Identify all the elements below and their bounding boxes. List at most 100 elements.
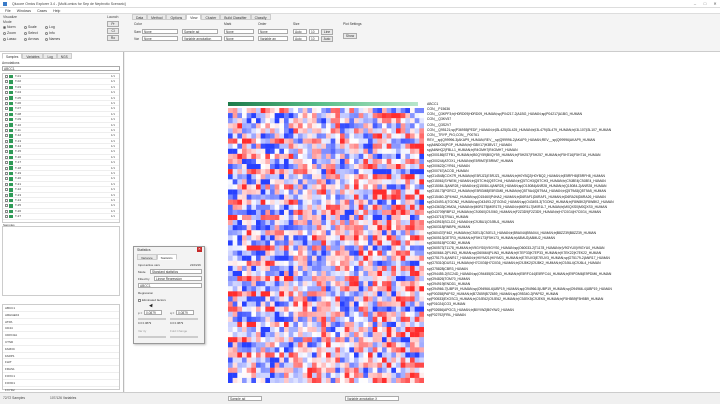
annotation-row[interactable]: T-24 1/1 [3, 198, 119, 204]
annotation-row[interactable]: T-21 1/1 [3, 182, 119, 188]
annotation-checkbox[interactable] [5, 101, 8, 105]
annotation-checkbox[interactable] [5, 91, 8, 95]
annotation-checkbox[interactable] [5, 134, 8, 138]
annotation-row[interactable]: T-17 1/1 [3, 160, 119, 166]
color-annotation-select[interactable]: Variable annotation [182, 36, 222, 41]
annotation-checkbox[interactable] [5, 145, 8, 149]
gene-list-item[interactable]: CD44 [3, 325, 119, 333]
menu-file[interactable]: File [5, 9, 11, 13]
menu-help[interactable]: Help [53, 9, 61, 13]
mode-log-radio[interactable]: Log [45, 25, 55, 29]
eliminated-factors-checkbox[interactable]: Eliminated factors [138, 298, 166, 302]
annotation-row[interactable]: T-02 1/1 [3, 79, 119, 85]
annotation-checkbox[interactable] [5, 193, 8, 197]
menu-windows[interactable]: Windows [16, 9, 31, 13]
mode-names-radio[interactable]: Names [45, 37, 60, 41]
heatmap[interactable] [228, 102, 424, 383]
fold-change-slider[interactable] [170, 336, 198, 338]
gene-list-item[interactable]: FOXC1 [3, 373, 119, 380]
annotation-row[interactable]: T-06 1/1 [3, 101, 119, 107]
annotation-checkbox[interactable] [5, 112, 8, 116]
tab-data[interactable]: Data [132, 14, 148, 20]
annotation-row[interactable]: T-08 1/1 [3, 112, 119, 118]
mode-info-radio[interactable]: Info [45, 31, 55, 35]
annotation-checkbox[interactable] [5, 75, 8, 78]
annotation-row[interactable]: T-03 1/1 [3, 85, 119, 91]
annotation-checkbox[interactable] [5, 161, 8, 165]
gene-list-item[interactable]: FAM3C [3, 346, 119, 353]
menu-cases[interactable]: Cases [37, 9, 48, 13]
tab-variance[interactable]: Variance [137, 254, 157, 260]
order-variable-select[interactable]: Variable an [258, 36, 288, 41]
gene-list-item[interactable]: FARP1 [3, 353, 119, 360]
mark-variable-select[interactable]: None [224, 36, 254, 41]
annotation-checkbox[interactable] [5, 150, 8, 154]
color-sample-select[interactable]: None [142, 29, 178, 34]
annotation-checkbox[interactable] [5, 172, 8, 176]
tab-view[interactable]: View [186, 14, 202, 20]
size-variable-select[interactable]: Auto [293, 36, 307, 41]
gene-list-item[interactable]: ATPA [3, 319, 119, 326]
annotation-checkbox[interactable] [5, 85, 8, 89]
annotation-checkbox[interactable] [5, 215, 8, 219]
status-variable-select[interactable]: Variable annotation X [345, 396, 399, 401]
annotation-checkbox[interactable] [5, 204, 8, 208]
maximize-icon[interactable]: □ [703, 1, 707, 6]
tab-cluster[interactable]: Cluster [201, 14, 221, 20]
mode-select-radio[interactable]: Select [24, 31, 38, 35]
tab-classify[interactable]: Classify [250, 14, 271, 20]
tab-log[interactable]: Log [43, 53, 57, 59]
color-options-select[interactable]: Sample ad [182, 29, 218, 34]
annotation-row[interactable]: T-12 1/1 [3, 133, 119, 139]
tab-options[interactable]: Options [166, 14, 187, 20]
tab-variables[interactable]: Variables [22, 53, 44, 59]
annotation-row[interactable]: T-23 1/1 [3, 193, 119, 198]
annotation-row[interactable]: T-27 1/1 [3, 214, 119, 220]
minimize-icon[interactable]: – [693, 1, 697, 6]
gene-list-item[interactable]: FHIT [3, 359, 119, 367]
annotation-row[interactable]: T-16 1/1 [3, 155, 119, 161]
annotation-row[interactable]: T-14 1/1 [3, 144, 119, 150]
stats-mode-select[interactable]: Standard statistics [150, 269, 202, 274]
annotation-checkbox[interactable] [5, 209, 8, 213]
annotation-row[interactable]: T-05 1/1 [3, 96, 119, 101]
q-value-input[interactable]: 0.0879 [176, 310, 194, 315]
auto-button[interactable]: Auto [321, 36, 333, 42]
size-sample-input[interactable]: 10 [309, 29, 319, 34]
size-variable-input[interactable]: 10 [309, 36, 319, 41]
annotation-row[interactable]: T-11 1/1 [3, 128, 119, 134]
annotation-checkbox[interactable] [5, 118, 8, 122]
annotation-row[interactable]: T-13 1/1 [3, 139, 119, 145]
annotation-row[interactable]: T-09 1/1 [3, 117, 119, 123]
color-variable-select[interactable]: None [142, 36, 178, 41]
annotation-row[interactable]: T-26 1/1 [3, 209, 119, 215]
mode-zoom-radio[interactable]: Zoom [3, 31, 16, 35]
annotation-checkbox[interactable] [5, 80, 8, 84]
annotation-checkbox[interactable] [5, 188, 8, 192]
line-button[interactable]: Line [321, 29, 333, 35]
fitted-by-select[interactable]: Linear Regression [154, 276, 202, 281]
mode-norm-radio[interactable]: Norm [3, 25, 16, 29]
gene-list-item[interactable]: ARHGEF2 [3, 312, 119, 319]
p-value-input[interactable]: 0.0879 [144, 310, 162, 315]
annotation-checkbox[interactable] [5, 155, 8, 159]
gene-list-item[interactable]: FRAS1 [3, 366, 119, 373]
annotation-checkbox[interactable] [5, 123, 8, 127]
annotation-row[interactable]: T-07 1/1 [3, 106, 119, 112]
status-sample-select[interactable]: Sample ad [228, 396, 262, 401]
mode-arrows-radio[interactable]: Arrows [24, 37, 39, 41]
annotation-checkbox[interactable] [5, 96, 8, 100]
gene-list-item[interactable]: FOXD1 [3, 380, 119, 387]
annotation-checkbox[interactable] [5, 128, 8, 132]
tab-ngs[interactable]: NGS [56, 53, 72, 59]
annotation-filter-select[interactable]: ABCC1 [2, 66, 120, 71]
annotation-row[interactable]: T-19 1/1 [3, 171, 119, 177]
gene-list-item[interactable]: CDKN1A [3, 332, 119, 339]
annotation-checkbox[interactable] [5, 139, 8, 143]
gene-list-item[interactable]: CTSD [3, 339, 119, 346]
annotation-checkbox[interactable] [5, 198, 8, 202]
mark-sample-select[interactable]: None [224, 29, 254, 34]
annotation-row[interactable]: T-15 1/1 [3, 149, 119, 155]
annotation-checkbox[interactable] [5, 166, 8, 170]
annotation-checkbox[interactable] [5, 107, 8, 111]
